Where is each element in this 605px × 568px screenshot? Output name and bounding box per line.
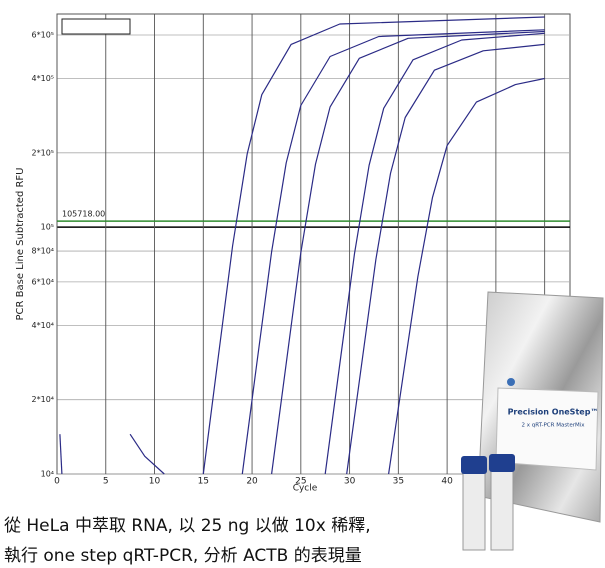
y-tick-label: 4*10⁴ bbox=[32, 321, 54, 330]
y-tick-label: 10⁴ bbox=[41, 470, 54, 479]
amplification-curve bbox=[241, 29, 545, 475]
x-tick-label: 25 bbox=[295, 477, 306, 487]
caption-line: 從 HeLa 中萃取 RNA, 以 25 ng 以做 10x 稀釋, bbox=[4, 516, 371, 536]
amplification-curve bbox=[271, 30, 545, 475]
amplification-curve bbox=[388, 77, 545, 475]
tube bbox=[462, 469, 486, 551]
amplification-curve bbox=[59, 434, 63, 475]
bag-label bbox=[495, 387, 599, 471]
y-tick-label: 4*10⁵ bbox=[32, 74, 54, 83]
x-tick-label: 30 bbox=[344, 477, 356, 487]
y-tick-label: 2*10⁵ bbox=[32, 148, 54, 157]
caption-line: 執行 one step qRT-PCR, 分析 ACTB 的表現量 bbox=[4, 546, 362, 566]
x-tick-label: 15 bbox=[198, 477, 209, 487]
threshold-label: 105718.00 bbox=[62, 210, 105, 219]
x-tick-label: 20 bbox=[246, 477, 258, 487]
product-subtitle: 2 x qRT-PCR MasterMix bbox=[521, 423, 585, 429]
x-tick-label: 10 bbox=[149, 477, 161, 487]
amplification-curve bbox=[324, 32, 545, 475]
curves bbox=[59, 16, 545, 475]
y-tick-label: 6*10⁵ bbox=[32, 31, 54, 40]
legend-box bbox=[61, 18, 131, 35]
x-tick-label: 40 bbox=[441, 477, 453, 487]
tube-cap bbox=[461, 456, 487, 474]
y-axis-label: PCR Base Line Subtracted RFU bbox=[15, 168, 26, 321]
amplification-curve bbox=[202, 16, 545, 475]
y-tick-label: 8*10⁴ bbox=[32, 247, 54, 256]
y-tick-label: 2*10⁴ bbox=[32, 395, 54, 404]
x-tick-label: 0 bbox=[54, 477, 60, 487]
x-tick-label: 35 bbox=[393, 477, 404, 487]
y-tick-label: 6*10⁴ bbox=[32, 277, 54, 286]
tube bbox=[490, 467, 514, 551]
amplification-curve bbox=[129, 433, 165, 475]
product-name: Precision OneStep™ bbox=[508, 408, 599, 417]
amplification-curve bbox=[346, 43, 545, 475]
y-tick-label: 10⁵ bbox=[41, 223, 54, 232]
logo bbox=[507, 378, 515, 386]
x-axis-label: Cycle bbox=[293, 484, 318, 494]
tube-cap bbox=[489, 454, 515, 472]
product-photo: Precision OneStep™ 2 x qRT-PCR MasterMix bbox=[461, 291, 604, 551]
x-tick-label: 5 bbox=[103, 477, 109, 487]
